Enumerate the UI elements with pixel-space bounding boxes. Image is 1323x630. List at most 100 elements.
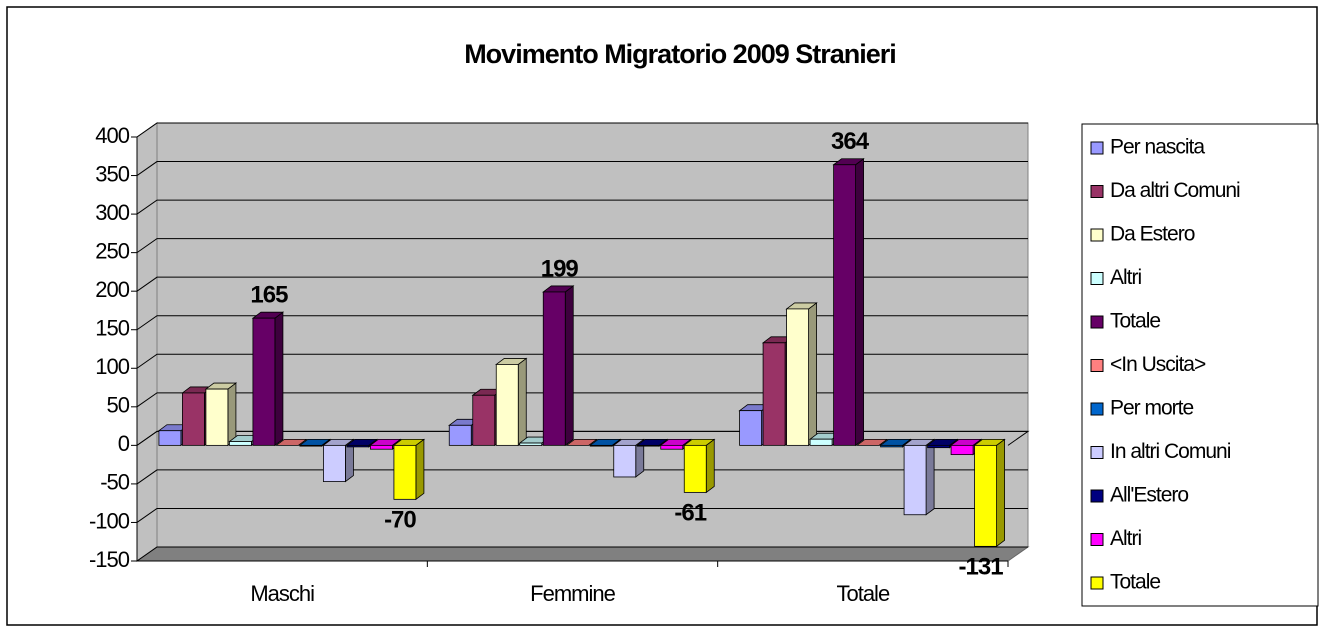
y-tick-label: 200 [95,277,129,302]
grid-line [136,353,1028,369]
grid-line [136,199,1028,215]
legend-swatch [1090,446,1104,459]
grid-line [136,315,1028,331]
back-wall [156,122,1029,548]
bar [251,311,285,447]
bar [832,157,865,447]
legend-swatch [1090,402,1104,416]
bar-face [589,444,613,447]
legend-label: Altri [1110,527,1142,550]
y-tick-label: 150 [95,316,129,341]
bar-face [370,444,393,450]
bar-face [660,444,684,450]
bar-face [472,394,496,446]
bar-face [809,438,833,446]
y-tick-label: -50 [100,470,130,495]
bar-face [855,157,864,447]
legend-label: In altri Comuni [1110,440,1231,463]
legend-swatch [1090,141,1104,155]
chart-title: Movimento Migratorio 2009 Stranieri [464,39,896,69]
bar-face [158,430,182,446]
bar-face [564,285,574,447]
bar-face [927,444,950,449]
bar [612,438,645,478]
legend-label: Da altri Comuni [1110,179,1240,202]
bar-face [808,302,817,447]
grid-line [136,469,1028,485]
legend-label: <In Uscita> [1110,353,1206,376]
grid-line [136,546,1028,562]
bar-face [705,438,715,494]
zero-plane [136,430,1030,446]
legend-swatch [1090,185,1104,198]
x-tick-label: Femmine [530,581,615,606]
bar-face [227,382,237,447]
grid-line [136,507,1028,523]
y-tick-label: -100 [89,508,130,533]
y-tick-label: 0 [118,431,130,456]
y-tick-label: 50 [107,393,130,418]
bar-face [786,308,809,446]
legend-label: Per nascita [1110,136,1205,159]
bar-face [855,438,889,446]
bar [949,438,983,456]
bar [589,438,622,447]
data-label: 364 [831,128,870,155]
bar-face [519,442,543,446]
bar-face [880,444,903,448]
data-label: -61 [674,500,706,527]
bar-face [903,444,927,516]
bar-face [448,424,472,446]
bar-face [415,438,425,501]
legend-label: Per morte [1110,397,1194,420]
legend-swatch [1090,315,1104,329]
legend-swatch [1090,228,1104,242]
y-tick-label: -150 [89,547,130,572]
legend-swatch [1090,272,1104,285]
grid-line [136,276,1028,292]
bar [204,382,238,447]
bar [973,438,1006,548]
bar [495,357,528,447]
bar-face [565,438,598,446]
bar [392,438,426,501]
legend-swatch [1090,359,1104,372]
x-tick-label: Maschi [250,581,314,606]
legend-swatch [1090,533,1104,546]
x-tick-label: Totale [836,581,889,606]
legend-swatch [1090,576,1104,590]
data-label: 199 [541,255,579,282]
bar [855,438,889,446]
bar-face [542,291,566,446]
bar-face [613,444,637,478]
legend-label: Totale [1110,310,1160,333]
bar-face [517,357,527,447]
bar [683,438,716,494]
bar [542,285,575,447]
bar-face [323,444,346,482]
legend-box [1081,123,1319,607]
y-tick-label: 400 [95,123,129,148]
bar [785,302,818,447]
grid-line [136,122,1028,138]
data-label: 165 [250,282,288,309]
side-wall [136,122,158,562]
bar-face [925,438,935,516]
y-tick-label: 250 [95,238,129,263]
legend-label: Totale [1110,571,1160,594]
bar-face [346,444,370,448]
bar-face [739,410,762,446]
bar-face [393,444,417,500]
bar-face [636,444,660,447]
data-label: -70 [384,507,416,534]
grid-line [136,238,1028,254]
grid-line [136,392,1028,408]
bar-face [495,364,519,446]
bar-face [275,438,308,446]
legend-swatch [1090,489,1104,503]
bar-face [762,342,786,446]
bar-face [229,441,252,446]
bar-face [299,444,323,447]
